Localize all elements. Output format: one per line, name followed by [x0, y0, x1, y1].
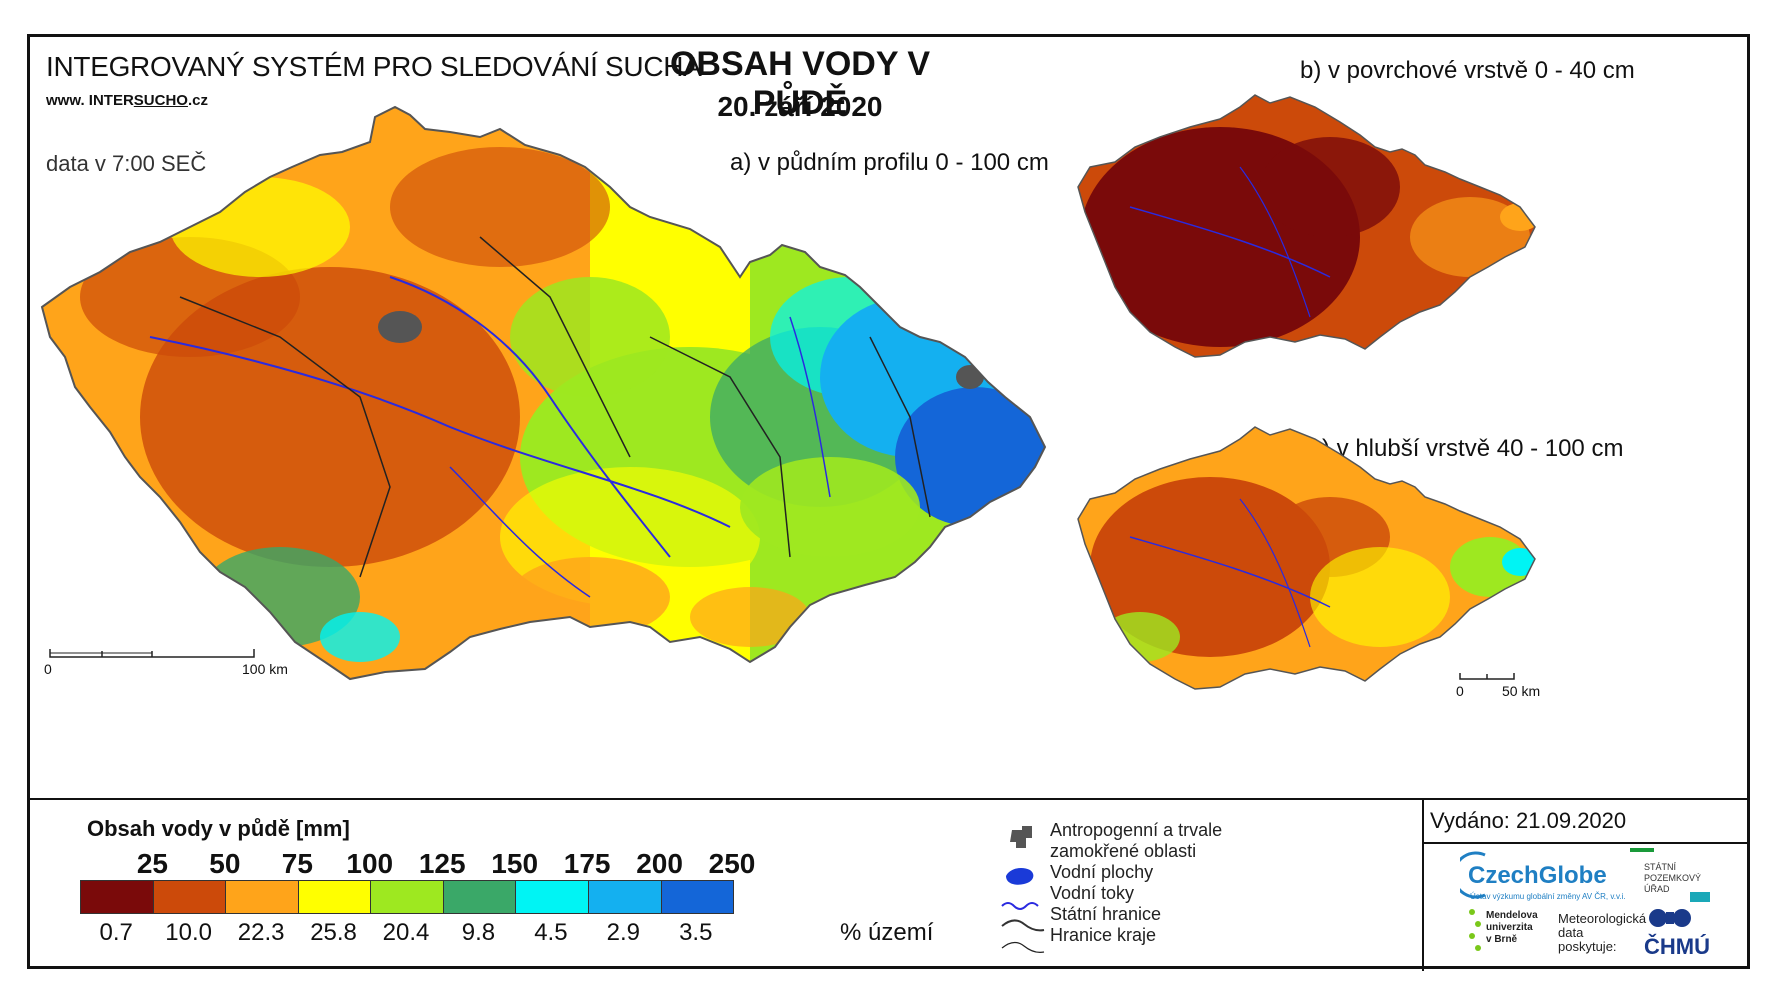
mendel-dots-icon	[1469, 909, 1481, 951]
chmu-logo: ČHMÚ	[1644, 934, 1710, 959]
issued-divider	[1422, 842, 1747, 844]
system-title: INTEGROVANÝ SYSTÉM PRO SLEDOVÁNÍ SUCHA	[46, 51, 702, 82]
symbol-legend-icons	[1001, 826, 1045, 953]
legend-color-bar	[80, 880, 734, 914]
small-scale-end: 50 km	[1502, 683, 1541, 699]
small-scale-zero: 0	[1456, 683, 1464, 699]
map-date: 20. září 2020	[717, 91, 883, 122]
czechglobe-logo: CzechGlobe	[1468, 862, 1607, 889]
legend-percentage: 0.7	[99, 919, 133, 946]
side-divider	[1422, 800, 1424, 971]
legend-threshold: 175	[563, 848, 611, 879]
legend-color-swatch	[516, 881, 589, 913]
map-a	[42, 107, 1045, 679]
legend-color-swatch	[298, 881, 372, 913]
spu-logo: STÁTNÍ POZEMKOVÝ ÚŘAD	[1644, 862, 1701, 895]
website-underlined: SUCHO	[133, 92, 188, 109]
spu-line-2: POZEMKOVÝ	[1644, 873, 1702, 883]
issued-date: Vydáno: 21.09.2020	[1430, 808, 1627, 833]
region-border-icon	[1001, 941, 1045, 953]
mendel-line-2: univerzita	[1486, 922, 1533, 933]
anthropogenic-label-2: zamokřené oblasti	[1050, 841, 1197, 861]
legend-percentage: 22.3	[237, 919, 285, 946]
water-bodies-label: Vodní plochy	[1050, 862, 1154, 882]
map-area: INTEGROVANÝ SYSTÉM PRO SLEDOVÁNÍ SUCHA w…	[30, 37, 1747, 798]
small-scale-bar	[1459, 673, 1515, 680]
map-a-label: a) v půdním profilu 0 - 100 cm	[730, 149, 1049, 176]
spu-logo-bar	[1630, 848, 1654, 852]
main-scale-end: 100 km	[242, 661, 288, 677]
map-svg	[40, 94, 1536, 690]
meteo-line-2: data	[1558, 925, 1584, 940]
legend-percent-unit: % území	[840, 919, 934, 946]
mendel-line-1: Mendelova	[1486, 910, 1538, 921]
chmu-logo-icon	[1649, 909, 1691, 927]
legend-percentage: 25.8	[310, 919, 357, 946]
website-link[interactable]: www. INTERSUCHO.cz	[46, 92, 208, 109]
legend-threshold: 125	[418, 848, 466, 879]
state-border-label: Státní hranice	[1050, 904, 1162, 924]
legend-title: Obsah vody v půdě [mm]	[87, 816, 350, 841]
legend-color-swatch	[226, 881, 299, 913]
legend-percentage: 4.5	[534, 919, 568, 946]
legend-color-swatch	[661, 881, 734, 913]
legend-threshold: 250	[708, 848, 756, 879]
czechglobe-logo-icon	[1460, 851, 1486, 899]
main-scale-bar	[49, 649, 255, 658]
map-b	[1078, 95, 1535, 357]
legend-percentage: 2.9	[606, 919, 641, 946]
water-body-icon	[1006, 868, 1034, 885]
meteo-data-note: Meteorologická data poskytuje:	[1558, 912, 1646, 954]
state-border-icon	[1001, 919, 1045, 932]
mendel-line-3: v Brně	[1486, 934, 1518, 945]
legend-color-swatch	[153, 881, 227, 913]
meteo-line-1: Meteorologická	[1558, 911, 1647, 926]
mendel-logo: Mendelova univerzita v Brně	[1486, 910, 1538, 946]
map-c-label: c) v hlubší vrstvě 40 - 100 cm	[1310, 435, 1624, 462]
region-border-label: Hranice kraje	[1050, 925, 1157, 945]
data-time: data v 7:00 SEČ	[46, 151, 207, 176]
map-b-label: b) v povrchové vrstvě 0 - 40 cm	[1300, 57, 1635, 84]
legend-percentage: 3.5	[679, 919, 713, 946]
legend-color-swatch	[371, 881, 444, 913]
spu-line-3: ÚŘAD	[1644, 884, 1670, 894]
legend-threshold: 200	[636, 848, 683, 879]
anthropogenic-label-1: Antropogenní a trvale	[1050, 820, 1223, 840]
website-suffix: .cz	[187, 92, 208, 109]
spu-line-1: STÁTNÍ	[1644, 862, 1677, 872]
legend-percentage: 10.0	[165, 919, 213, 946]
legend-percentage: 20.4	[382, 919, 430, 946]
map-frame: INTEGROVANÝ SYSTÉM PRO SLEDOVÁNÍ SUCHA w…	[27, 34, 1750, 971]
rivers-label: Vodní toky	[1050, 883, 1135, 903]
map-a-border	[40, 105, 1047, 681]
legend-threshold: 75	[281, 848, 313, 879]
main-scale-zero: 0	[44, 661, 52, 677]
legend-area: Obsah vody v půdě [mm] 25 50 75 100 125 150 17…	[30, 798, 1747, 971]
legend-color-swatch	[443, 881, 517, 913]
map-c-border	[1077, 426, 1536, 690]
map-b-border	[1077, 94, 1536, 358]
river-icon	[1001, 902, 1039, 910]
legend-threshold: 50	[209, 848, 241, 879]
legend-color-swatch	[81, 881, 154, 913]
legend-threshold: 25	[136, 848, 169, 879]
legend-threshold: 100	[346, 848, 394, 879]
website-prefix: www. INTER	[46, 92, 134, 109]
legend-percentage: 9.8	[461, 919, 496, 946]
legend-color-swatch	[588, 881, 662, 913]
czechglobe-subtitle: Ústav výzkumu globální změny AV ČR, v.v.…	[1470, 892, 1626, 901]
meteo-line-3: poskytuje:	[1558, 939, 1617, 954]
spu-logo-square	[1690, 892, 1710, 902]
legend-threshold: 150	[491, 848, 539, 879]
anthropogenic-icon	[1010, 826, 1032, 848]
main-title: OBSAH VODY V PŮDĚ	[669, 45, 931, 122]
